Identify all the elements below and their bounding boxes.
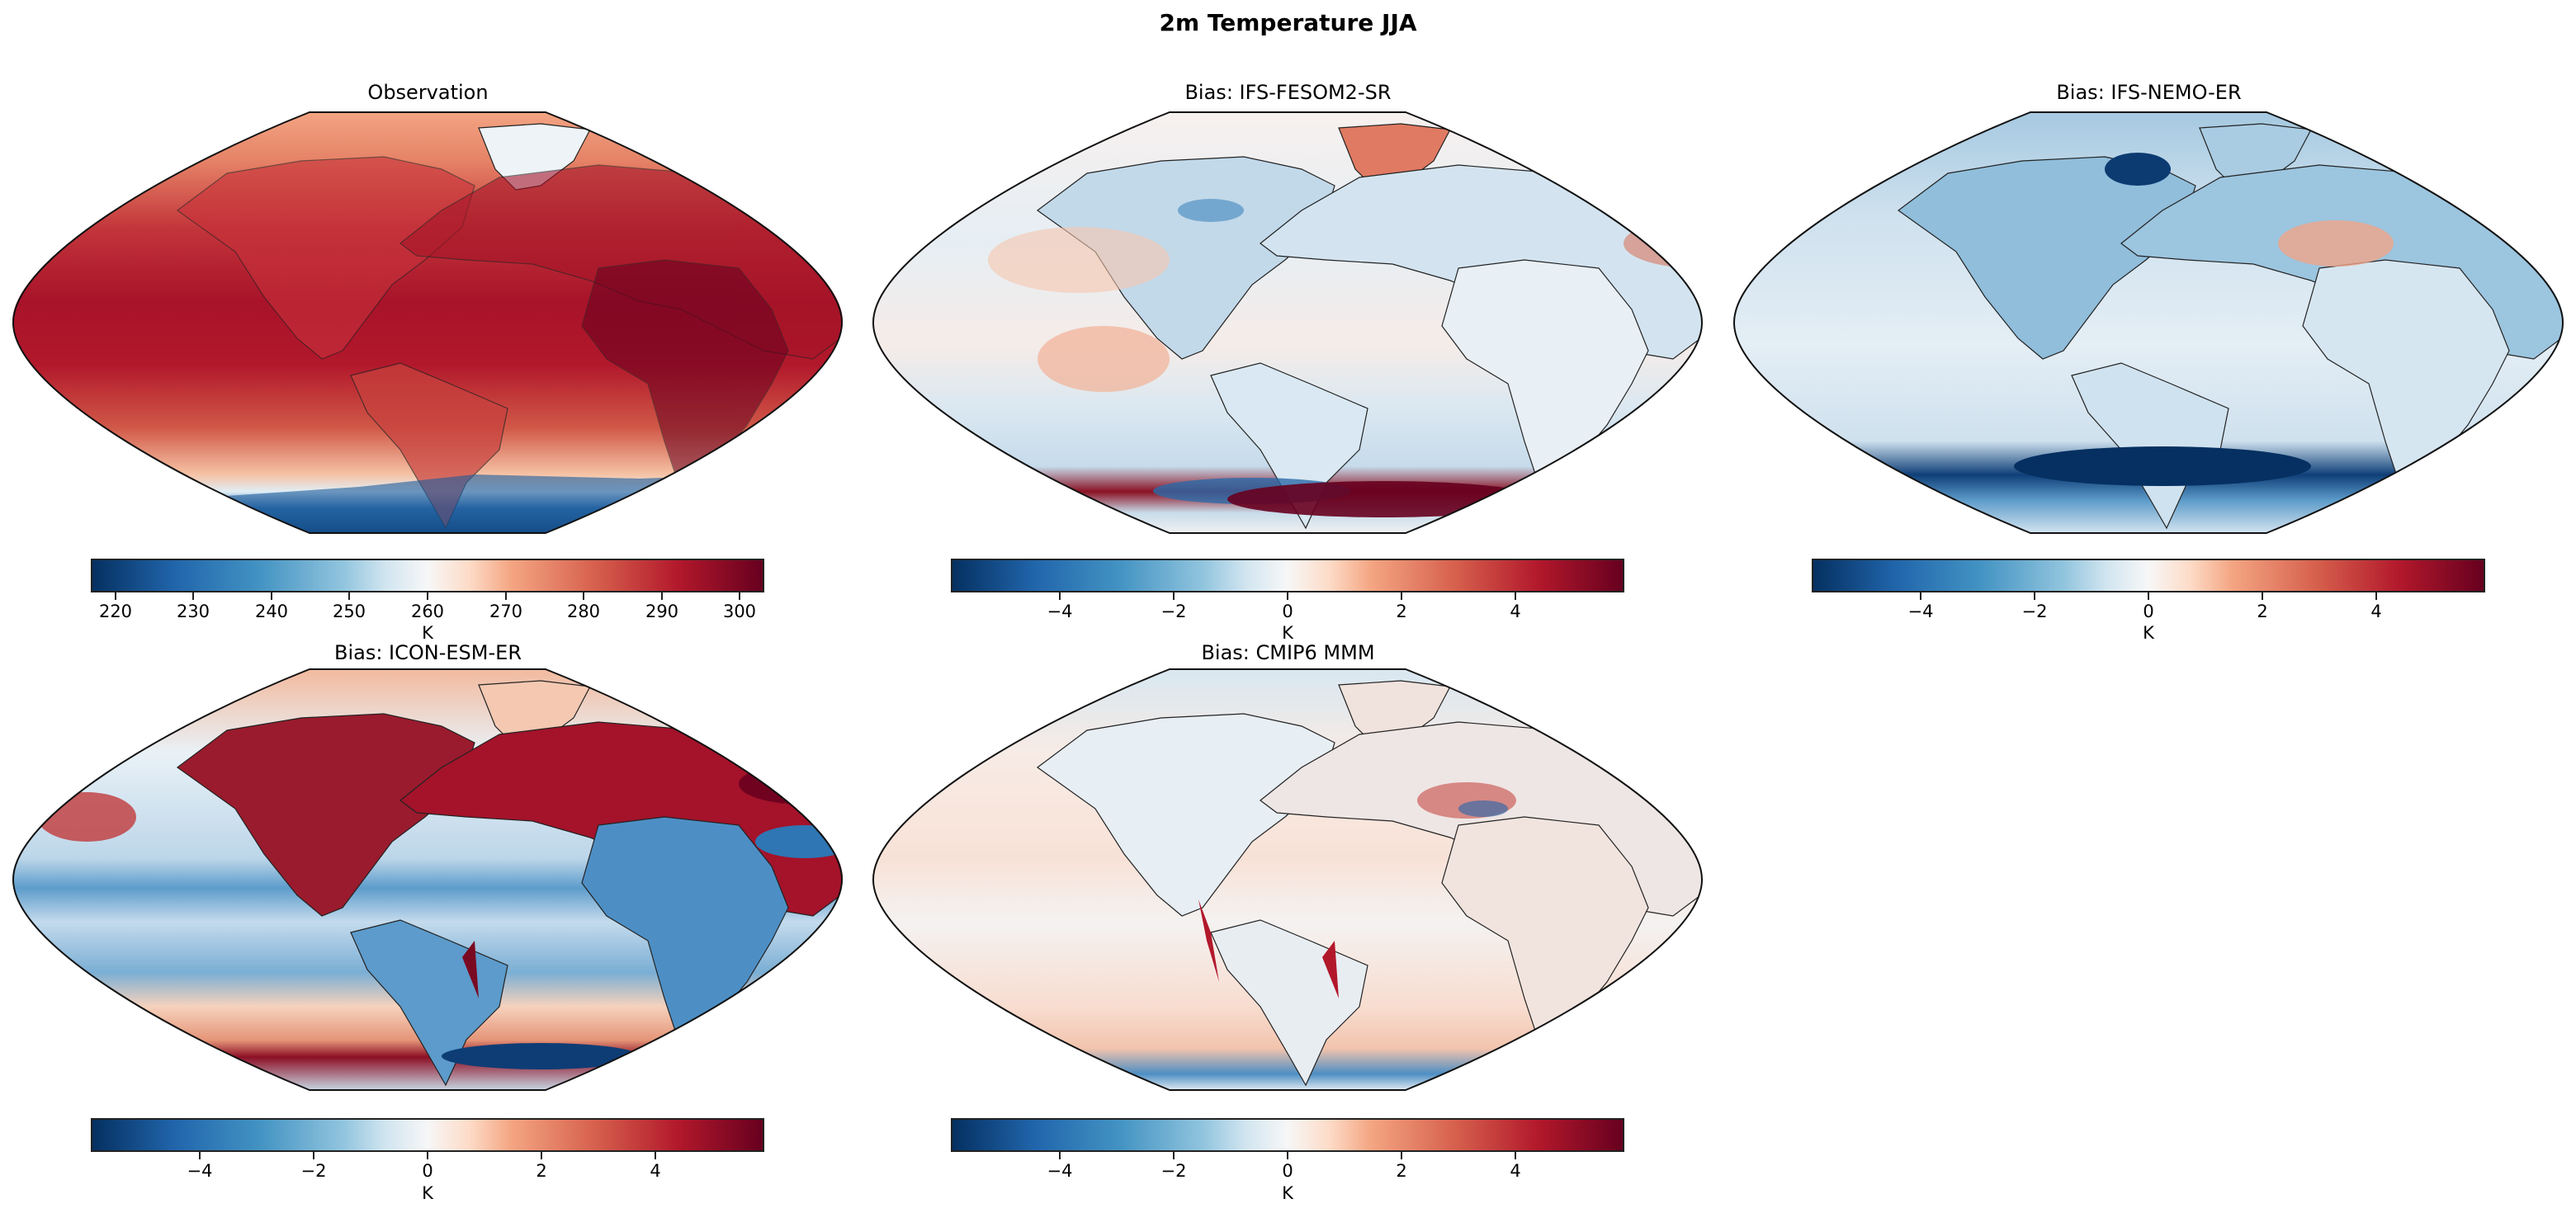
colorbar-ifs-fesom2-sr (951, 559, 1624, 592)
tick-label: 220 (98, 602, 133, 621)
panel-title: Bias: IFS-NEMO-ER (2056, 81, 2242, 104)
tick-label: 4 (1510, 1161, 1521, 1181)
colorbar-cmip6-mmm (951, 1118, 1624, 1152)
tick-label: 280 (566, 602, 601, 621)
tick-label: 4 (2370, 602, 2382, 621)
panel-title: Bias: IFS-FESOM2-SR (1184, 81, 1392, 104)
panel-title: Bias: ICON-ESM-ER (333, 641, 522, 664)
tick-label: 250 (332, 602, 366, 621)
tick-label: 2 (1396, 602, 1407, 621)
tick-label: 4 (650, 1161, 661, 1181)
colorbar-label: K (422, 1183, 433, 1203)
map-icon-esm-er (12, 668, 844, 1091)
colorbar-label: K (1282, 1183, 1293, 1203)
tick-label: 0 (1282, 1161, 1293, 1181)
tick-label: 2 (2257, 602, 2268, 621)
colorbar-ifs-nemo-er (1812, 559, 2485, 592)
map-ifs-nemo-er (1733, 111, 2564, 534)
tick-label: 2 (536, 1161, 547, 1181)
panel-observation: Observation 220 230 240 250 260 270 (12, 80, 844, 643)
tick-label: 260 (410, 602, 445, 621)
tick-label: −4 (1907, 602, 1934, 621)
figure-title: 2m Temperature JJA (1159, 9, 1417, 36)
panel-cmip6-mmm: Bias: CMIP6 MMM −4 −2 0 2 4 K (872, 640, 1704, 1210)
colorbar-observation (91, 559, 764, 592)
tick-label: 290 (645, 602, 679, 621)
tick-label: 0 (2143, 602, 2154, 621)
tick-label: 270 (489, 602, 523, 621)
tick-label: −2 (300, 1161, 327, 1181)
panel-ifs-fesom2-sr: Bias: IFS-FESOM2-SR −4 −2 0 2 4 (872, 80, 1704, 643)
colorbar-icon-esm-er (91, 1118, 764, 1152)
colorbar-label: K (422, 623, 433, 643)
tick-label: 240 (254, 602, 289, 621)
colorbar-label: K (2143, 623, 2154, 643)
panel-icon-esm-er: Bias: ICON-ESM-ER −4 −2 0 2 4 K (12, 640, 844, 1210)
colorbar-label: K (1282, 623, 1293, 643)
tick-label: 0 (1282, 602, 1293, 621)
tick-label: 0 (422, 1161, 433, 1181)
map-observation (12, 111, 844, 534)
tick-label: 4 (1510, 602, 1521, 621)
tick-label: −4 (1047, 1161, 1073, 1181)
tick-label: 230 (176, 602, 210, 621)
tick-label: −2 (1160, 602, 1187, 621)
panel-ifs-nemo-er: Bias: IFS-NEMO-ER −4 −2 0 2 4 K (1733, 80, 2564, 643)
panel-title: Bias: CMIP6 MMM (1201, 641, 1375, 664)
tick-label: 300 (722, 602, 757, 621)
tick-label: −2 (1160, 1161, 1187, 1181)
tick-label: −2 (2021, 602, 2048, 621)
panel-title: Observation (367, 81, 489, 104)
tick-label: 2 (1396, 1161, 1407, 1181)
tick-label: −4 (187, 1161, 213, 1181)
map-ifs-fesom2-sr (872, 111, 1704, 534)
tick-label: −4 (1047, 602, 1073, 621)
map-cmip6-mmm (872, 668, 1704, 1091)
